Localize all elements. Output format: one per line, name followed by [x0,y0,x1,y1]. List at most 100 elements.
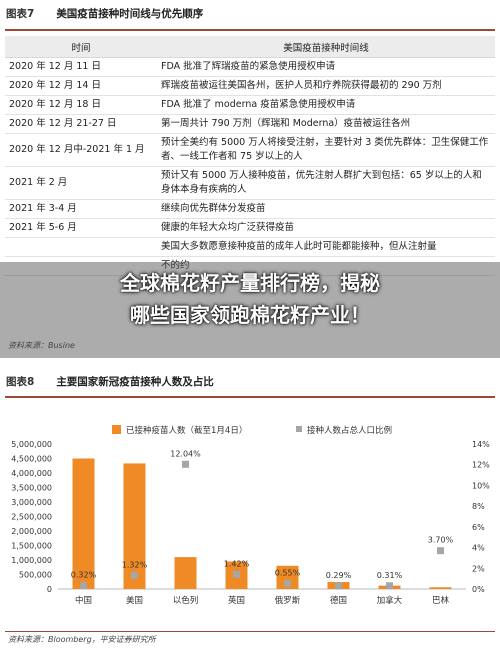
timeline-date: 2021 年 3-4 月 [5,199,157,219]
figure7-source: 资料来源：Busine [8,341,75,350]
timeline-date: 2020 年 12 月 18 日 [5,95,157,115]
timeline-row: 2020 年 12 月 11 日 FDA 批准了辉瑞疫苗的紧急使用授权申请 [5,57,495,77]
timeline-event: 不的约 [157,256,495,276]
right-tick-label: 6% [472,523,485,532]
right-tick-label: 0% [472,585,485,594]
pct-marker [233,570,240,578]
pct-label: 0.55% [275,568,301,577]
bar [429,587,452,589]
timeline-date: 2020 年 12 月中-2021 年 1 月 [5,133,157,167]
timeline-table: 时间 美国疫苗接种时间线 2020 年 12 月 11 日 FDA 批准了辉瑞疫苗… [5,36,495,276]
headline-overlay [0,262,500,358]
legend-marker-swatch [296,426,302,432]
timeline-event: 健康的年轻大众均广泛获得疫苗 [157,218,495,238]
timeline-header-row: 时间 美国疫苗接种时间线 [5,36,495,58]
bar [72,458,95,589]
right-tick-label: 10% [472,481,490,490]
legend-bar-swatch [112,425,121,434]
left-tick-label: 4,500,000 [11,455,52,464]
timeline-row: 2020 年 12 月 21-27 日第一周共计 790 万剂（辉瑞和 Mode… [5,114,495,134]
figure8-source: 资料来源：Bloomberg，平安证券研究所 [8,635,156,644]
timeline-date: 2020 年 12 月 11 日 [5,57,157,77]
x-tick-label: 巴林 [432,595,450,606]
figure8-rule [5,396,495,398]
x-tick-label: 中国 [75,595,92,606]
left-tick-label: 5,000,000 [11,440,52,449]
pct-label: 1.42% [224,559,250,568]
pct-marker [131,571,138,579]
timeline-event: 预计全美约有 5000 万人将接受注射，主要针对 3 类优先群体：卫生保健工作者… [157,133,495,167]
timeline-date: 2020 年 12 月 14 日 [5,76,157,96]
figure8-label: 图表8 [6,375,35,388]
pct-marker [80,582,87,590]
x-tick-label: 德国 [330,595,347,606]
timeline-row: 2021 年 2 月预计又有 5000 万人接种疫苗，优先注射人群扩大到包括：6… [5,166,495,200]
x-tick-label: 加拿大 [377,595,403,606]
pct-marker [386,582,393,590]
right-tick-label: 8% [472,502,485,511]
right-tick-label: 4% [472,544,485,553]
figure8-title-text: 主要国家新冠疫苗接种人数及占比 [56,375,214,388]
timeline-date [5,237,157,257]
vaccination-chart: 已接种疫苗人数（截至1月4日） 接种人数占总人口比例 0 500,000 1,000,0… [11,425,490,606]
header-time: 时间 [5,36,157,58]
figure7-title-text: 美国疫苗接种时间线与优先顺序 [56,7,204,20]
left-tick-label: 3,500,000 [11,484,52,493]
right-tick-label: 12% [472,461,490,470]
bar [123,463,146,589]
right-tick-label: 2% [472,564,485,573]
figure8-bottom-rule [5,631,495,632]
pct-marker [182,460,189,468]
timeline-event: FDA 批准了辉瑞疫苗的紧急使用授权申请 [157,57,495,77]
timeline-row: 2020 年 12 月 14 日辉瑞疫苗被运往美国各州，医护人员和疗养院获得最初… [5,76,495,96]
figure7-rule [5,29,495,31]
timeline-event: 继续向优先群体分发疫苗 [157,199,495,219]
right-tick-label: 14% [472,440,490,449]
pct-label: 0.31% [377,571,403,580]
timeline-date: 2021 年 2 月 [5,166,157,200]
timeline-event: 美国大多数愿意接种疫苗的成年人此时可能都能接种，但从注射量 [157,237,495,257]
timeline-row: 2020 年 12 月中-2021 年 1 月预计全美约有 5000 万人将接受… [5,133,495,167]
left-tick-label: 3,000,000 [11,498,52,507]
x-tick-label: 俄罗斯 [275,595,301,606]
pct-label: 0.29% [326,571,352,580]
left-tick-label: 500,000 [19,571,52,580]
timeline-row: 不的约 [5,256,495,276]
bar [276,565,299,589]
headline: 全球棉花籽产量排行榜，揭秘 哪些国家领跑棉花籽产业！ [0,267,500,331]
timeline-date: 2021 年 5-6 月 [5,218,157,238]
headline-line2: 哪些国家领跑棉花籽产业！ [130,303,370,327]
left-tick-label: 1,500,000 [11,542,52,551]
timeline-row: 2020 年 12 月 18 日 FDA 批准了 moderna 疫苗紧急使用授权… [5,95,495,115]
pct-label: 3.70% [428,536,454,545]
figure8-title: 图表8 主要国家新冠疫苗接种人数及占比 [6,372,214,390]
left-tick-label: 2,000,000 [11,527,52,536]
figure7-label: 图表7 [6,7,35,20]
left-tick-label: 4,000,000 [11,469,52,478]
pct-marker [437,547,444,555]
timeline-row: 2021 年 5-6 月健康的年轻大众均广泛获得疫苗 [5,218,495,238]
header-timeline: 美国疫苗接种时间线 [157,36,495,58]
timeline-date [5,256,157,276]
pct-marker [284,579,291,587]
left-tick-label: 0 [47,585,52,594]
left-tick-label: 2,500,000 [11,513,52,522]
figure7-title: 图表7 美国疫苗接种时间线与优先顺序 [6,4,203,22]
timeline-event: FDA 批准了 moderna 疫苗紧急使用授权申请 [157,95,495,115]
pct-label: 12.04% [170,449,201,458]
timeline-event: 第一周共计 790 万剂（辉瑞和 Moderna）疫苗被运往各州 [157,114,495,134]
left-tick-label: 1,000,000 [11,556,52,565]
timeline-row: 2021 年 3-4 月继续向优先群体分发疫苗 [5,199,495,219]
x-tick-label: 英国 [228,595,245,606]
x-tick-label: 美国 [126,595,143,606]
x-tick-label: 以色列 [173,595,199,606]
timeline-date: 2020 年 12 月 21-27 日 [5,114,157,134]
legend-bar-label: 已接种疫苗人数（截至1月4日） [126,425,247,436]
bar [174,557,197,589]
pct-label: 1.32% [122,560,148,569]
headline-line1: 全球棉花籽产量排行榜，揭秘 [120,271,380,295]
timeline-event: 辉瑞疫苗被运往美国各州，医护人员和疗养院获得最初的 290 万剂 [157,76,495,96]
legend-marker-label: 接种人数占总人口比例 [307,425,392,436]
timeline-event: 预计又有 5000 万人接种疫苗，优先注射人群扩大到包括：65 岁以上的人和身体… [157,166,495,200]
pct-label: 0.32% [71,571,97,580]
